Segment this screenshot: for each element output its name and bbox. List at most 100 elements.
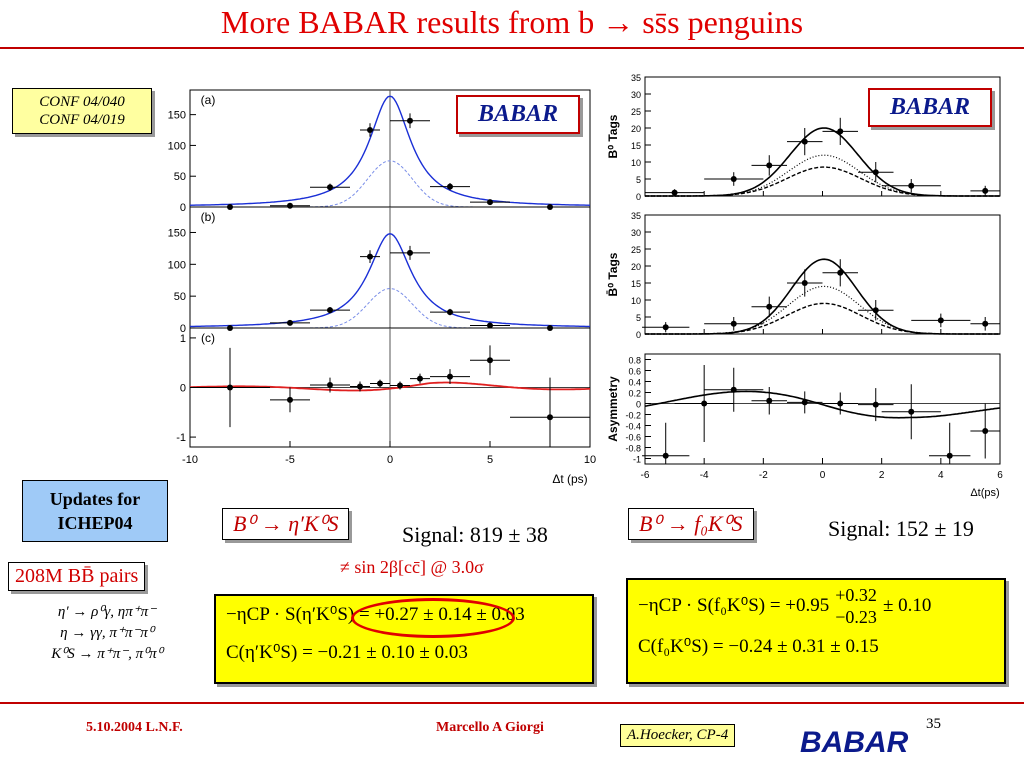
data-marker xyxy=(766,162,773,169)
data-marker xyxy=(287,396,293,403)
fit-curve-0 xyxy=(189,95,591,206)
x-tick-label: -4 xyxy=(700,470,709,481)
data-point xyxy=(360,123,380,137)
data-marker xyxy=(367,253,373,260)
data-point xyxy=(787,391,823,414)
panel-frame-2 xyxy=(644,353,1001,465)
data-marker xyxy=(662,452,669,459)
y-tick-label: 0 xyxy=(180,323,186,335)
data-point xyxy=(787,269,823,297)
data-marker xyxy=(227,384,233,391)
fit-curve-1 xyxy=(645,285,1000,335)
right-c-value: C(f₀K⁰S) = −0.24 ± 0.31 ± 0.15 xyxy=(638,636,879,657)
data-marker xyxy=(357,383,363,390)
y-tick-label: 35 xyxy=(631,73,641,83)
page-number: 35 xyxy=(926,716,941,732)
x-tick-label: -5 xyxy=(285,454,295,466)
data-marker xyxy=(487,322,493,329)
x-tick-label: 0 xyxy=(820,470,826,481)
data-point xyxy=(190,347,270,428)
y-tick-label: 10 xyxy=(631,158,641,168)
y-axis-label: B̄⁰ Tags xyxy=(606,252,620,296)
y-tick-label: 0 xyxy=(636,400,641,410)
y-tick-label: 50 xyxy=(174,291,186,303)
data-marker xyxy=(837,400,844,407)
data-marker xyxy=(487,199,493,206)
y-tick-label: 100 xyxy=(168,140,186,152)
panel-label: (c) xyxy=(201,331,215,345)
y-tick-label: -1 xyxy=(176,432,186,444)
y-tick-label: 20 xyxy=(631,124,641,134)
y-tick-label: 10 xyxy=(631,296,641,306)
data-point xyxy=(751,387,787,415)
data-marker xyxy=(417,375,423,382)
y-tick-label: -0.6 xyxy=(625,433,641,443)
y-tick-label: -0.4 xyxy=(625,422,641,432)
data-point xyxy=(822,259,858,287)
data-point xyxy=(430,308,470,316)
data-marker xyxy=(367,127,373,134)
conf-note-1: CONF 04/040 xyxy=(39,94,125,110)
y-tick-label: 15 xyxy=(631,141,641,151)
data-marker xyxy=(908,408,915,415)
y-tick-label: 5 xyxy=(636,175,641,185)
decay-chain-3: K⁰S → π⁺π⁻, π⁰π⁰ xyxy=(51,646,163,662)
updates-line-2: ICHEP04 xyxy=(57,513,133,533)
data-marker xyxy=(407,249,413,256)
data-marker xyxy=(730,386,737,393)
data-point xyxy=(510,377,590,447)
data-marker xyxy=(801,399,808,406)
footer-divider xyxy=(0,702,1024,704)
data-point xyxy=(360,250,380,264)
data-marker xyxy=(766,303,773,310)
data-marker xyxy=(701,400,708,407)
y-tick-label: 15 xyxy=(631,279,641,289)
data-marker xyxy=(447,373,453,380)
data-point xyxy=(751,296,787,317)
fit-curve-0 xyxy=(645,258,1000,335)
data-marker xyxy=(407,117,413,124)
data-point xyxy=(270,202,310,209)
highlight-ellipse xyxy=(351,598,515,638)
right-result-box: −ηCP · S(f₀K⁰S) = +0.95 +0.32 −0.23 ± 0.… xyxy=(626,578,1006,684)
data-point xyxy=(704,367,764,412)
y-tick-label: 0 xyxy=(636,192,641,202)
footer-babar-logo: BABAR xyxy=(800,726,909,759)
data-point xyxy=(751,155,787,176)
left-decay-box: B⁰ → η′K⁰S xyxy=(222,508,350,540)
left-sin2beta-note: ≠ sin 2β[cc̄] @ 3.0σ xyxy=(340,557,484,577)
y-tick-label: -0.2 xyxy=(625,411,641,421)
data-marker xyxy=(662,324,669,331)
data-marker xyxy=(837,128,844,135)
data-point xyxy=(787,128,823,156)
data-point xyxy=(858,388,894,422)
fit-curve-0 xyxy=(190,232,590,328)
data-point xyxy=(390,381,410,390)
right-s-err-down: −0.23 xyxy=(835,607,877,627)
data-point xyxy=(881,384,941,440)
data-point xyxy=(970,317,1000,331)
y-tick-label: 150 xyxy=(168,227,186,239)
x-tick-label: -10 xyxy=(182,454,198,466)
y-tick-label: 100 xyxy=(168,259,186,271)
x-tick-label: 0 xyxy=(387,454,393,466)
data-marker xyxy=(377,380,383,387)
x-tick-label: 5 xyxy=(487,454,493,466)
y-tick-label: 25 xyxy=(631,107,641,117)
data-point xyxy=(704,172,764,186)
right-s-err-up: +0.32 xyxy=(835,585,877,605)
data-point xyxy=(858,300,894,321)
data-marker xyxy=(837,269,844,276)
right-s-row: −ηCP · S(f₀K⁰S) = +0.95 +0.32 −0.23 ± 0.… xyxy=(638,584,994,628)
data-point xyxy=(970,185,1000,196)
data-point xyxy=(410,373,430,384)
right-s-syst: ± 0.10 xyxy=(882,595,932,616)
y-axis-label: B⁰ Tags xyxy=(606,114,620,158)
data-marker xyxy=(671,189,678,196)
data-point xyxy=(310,183,350,191)
data-marker xyxy=(982,320,989,327)
x-tick-label: 6 xyxy=(997,470,1003,481)
fit-curve-2 xyxy=(645,166,1000,197)
data-marker xyxy=(730,176,737,182)
